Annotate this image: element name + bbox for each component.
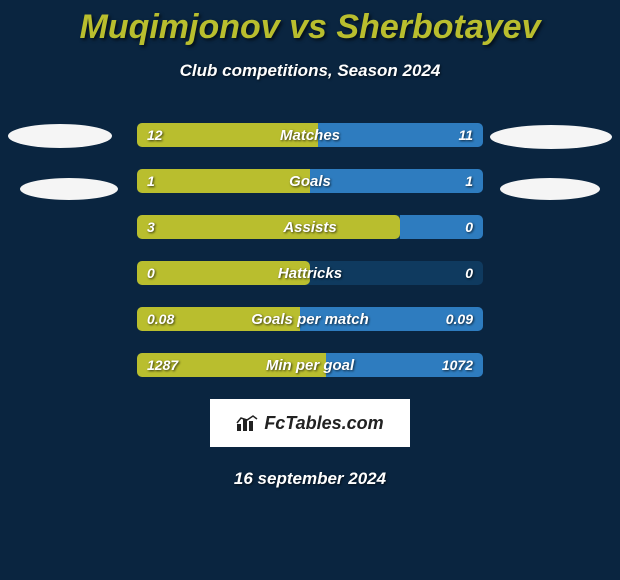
stat-bar-left — [137, 261, 310, 285]
stat-bar-left — [137, 123, 318, 147]
page-title: Muqimjonov vs Sherbotayev — [0, 0, 620, 47]
player-silhouette — [490, 125, 612, 149]
page-subtitle: Club competitions, Season 2024 — [0, 61, 620, 81]
stat-bar-left — [137, 169, 310, 193]
player-silhouette — [8, 124, 112, 148]
stat-bar-right — [400, 215, 483, 239]
stat-value-right: 0 — [465, 261, 473, 285]
stat-row: 30Assists — [137, 215, 483, 239]
stat-bar-right — [300, 307, 483, 331]
stat-row: 0.080.09Goals per match — [137, 307, 483, 331]
stat-row: 12871072Min per goal — [137, 353, 483, 377]
stat-bar-right — [310, 169, 483, 193]
player-silhouette — [20, 178, 118, 200]
player-silhouette — [500, 178, 600, 200]
stat-bar-left — [137, 307, 300, 331]
footer-date: 16 september 2024 — [0, 469, 620, 489]
stat-row: 11Goals — [137, 169, 483, 193]
stat-row: 00Hattricks — [137, 261, 483, 285]
stat-bar-right — [318, 123, 483, 147]
stat-bar-right — [326, 353, 483, 377]
stat-bar-left — [137, 215, 400, 239]
stats-container: 1211Matches 11Goals 30Assists 00Hattricks 0.… — [0, 123, 620, 377]
stat-row: 1211Matches — [137, 123, 483, 147]
stat-bar-left — [137, 353, 326, 377]
brand-text: FcTables.com — [264, 413, 383, 434]
chart-icon — [236, 414, 258, 432]
brand-logo: FcTables.com — [210, 399, 410, 447]
